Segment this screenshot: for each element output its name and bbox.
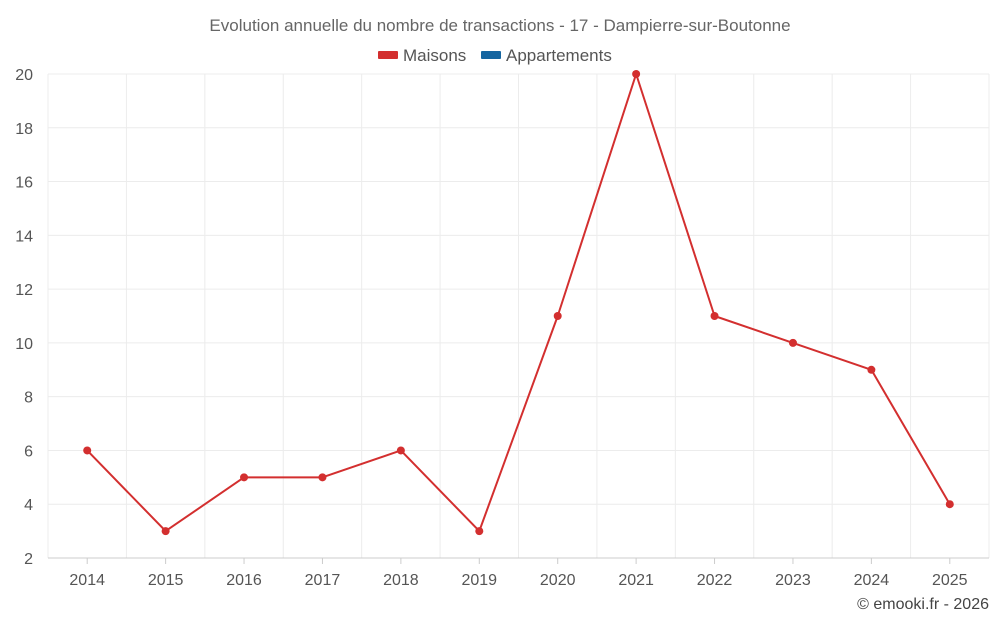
x-tick-label: 2016 [226, 572, 262, 589]
series-line-maisons [86, 73, 951, 533]
y-tick-label: 20 [15, 67, 33, 84]
x-tick-label: 2019 [461, 572, 497, 589]
y-tick-label: 18 [15, 121, 33, 138]
chart-title: Evolution annuelle du nombre de transact… [209, 16, 790, 35]
legend-label-appartements: Appartements [506, 46, 612, 65]
x-tick-label: 2022 [697, 572, 733, 589]
x-axis-ticks: 2014 2015 2016 2017 2018 2019 2020 2021 2022 2023… [69, 572, 967, 589]
data-point[interactable] [161, 527, 170, 536]
x-tick-label: 2021 [618, 572, 654, 589]
credit-text: © emooki.fr - 2026 [857, 596, 989, 613]
data-point[interactable] [318, 473, 327, 482]
y-tick-label: 6 [24, 443, 33, 460]
legend-swatch-maisons [378, 51, 398, 59]
y-axis-ticks: 2 4 6 8 10 12 14 16 18 20 [15, 67, 33, 568]
y-tick-label: 8 [24, 390, 33, 407]
x-tick-label: 2014 [69, 572, 105, 589]
data-point[interactable] [710, 312, 719, 320]
data-point[interactable] [867, 365, 876, 374]
x-tick-label: 2023 [775, 572, 811, 589]
x-tick-label: 2017 [305, 572, 341, 589]
x-tick-label: 2025 [932, 572, 968, 589]
legend-item-maisons[interactable]: Maisons [378, 46, 466, 65]
data-point[interactable] [788, 338, 797, 347]
data-point[interactable] [632, 70, 641, 78]
legend-label-maisons: Maisons [403, 46, 466, 65]
data-point[interactable] [475, 527, 484, 536]
legend-swatch-appartements [481, 51, 501, 59]
x-tick-label: 2020 [540, 572, 576, 589]
x-tick-label: 2024 [854, 572, 890, 589]
data-point[interactable] [240, 473, 249, 482]
legend-item-appartements[interactable]: Appartements [481, 46, 612, 65]
data-point[interactable] [396, 446, 405, 455]
data-point[interactable] [83, 446, 92, 455]
data-point[interactable] [553, 312, 562, 320]
x-tick-label: 2018 [383, 572, 419, 589]
x-tick-label: 2015 [148, 572, 184, 589]
y-tick-label: 4 [24, 497, 33, 514]
y-tick-label: 10 [15, 336, 33, 353]
y-tick-label: 14 [15, 228, 33, 245]
y-tick-label: 16 [15, 175, 33, 192]
legend: Maisons Appartements [378, 46, 612, 65]
y-tick-label: 12 [15, 282, 33, 299]
data-point[interactable] [945, 500, 954, 509]
series-maisons [83, 70, 954, 536]
grid [47, 73, 990, 564]
y-tick-label: 2 [24, 551, 33, 568]
